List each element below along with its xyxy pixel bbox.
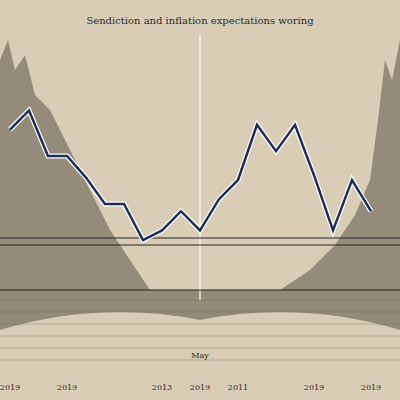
- rule: [0, 237, 400, 238]
- floor-line: [0, 324, 400, 325]
- x-tick-label: 2019: [190, 383, 210, 392]
- x-tick-label: 2019: [304, 383, 324, 392]
- annotation: May: [191, 351, 209, 360]
- x-tick-label: 2019: [361, 383, 381, 392]
- x-tick-label: 2013: [152, 383, 172, 392]
- title: Sendiction and inflation expectations wo…: [86, 15, 314, 26]
- decoration: [0, 35, 400, 360]
- line-halo: [10, 110, 371, 240]
- x-tick-label: 2011: [228, 383, 248, 392]
- silhouette-right: [280, 40, 400, 290]
- floor-line: [0, 312, 400, 313]
- divider: [199, 35, 200, 300]
- floor-line: [0, 348, 400, 349]
- rule: [0, 245, 400, 246]
- x-tick-label: 2019: [0, 383, 20, 392]
- line: [10, 110, 371, 240]
- chart-root: Sendiction and inflation expectations wo…: [0, 0, 400, 400]
- plot-area: [10, 110, 371, 240]
- floor-line: [0, 336, 400, 337]
- baseline: [0, 289, 400, 290]
- background: [0, 0, 400, 400]
- x-tick-label: 2019: [57, 383, 77, 392]
- chart-svg: Sendiction and inflation expectations wo…: [0, 0, 400, 400]
